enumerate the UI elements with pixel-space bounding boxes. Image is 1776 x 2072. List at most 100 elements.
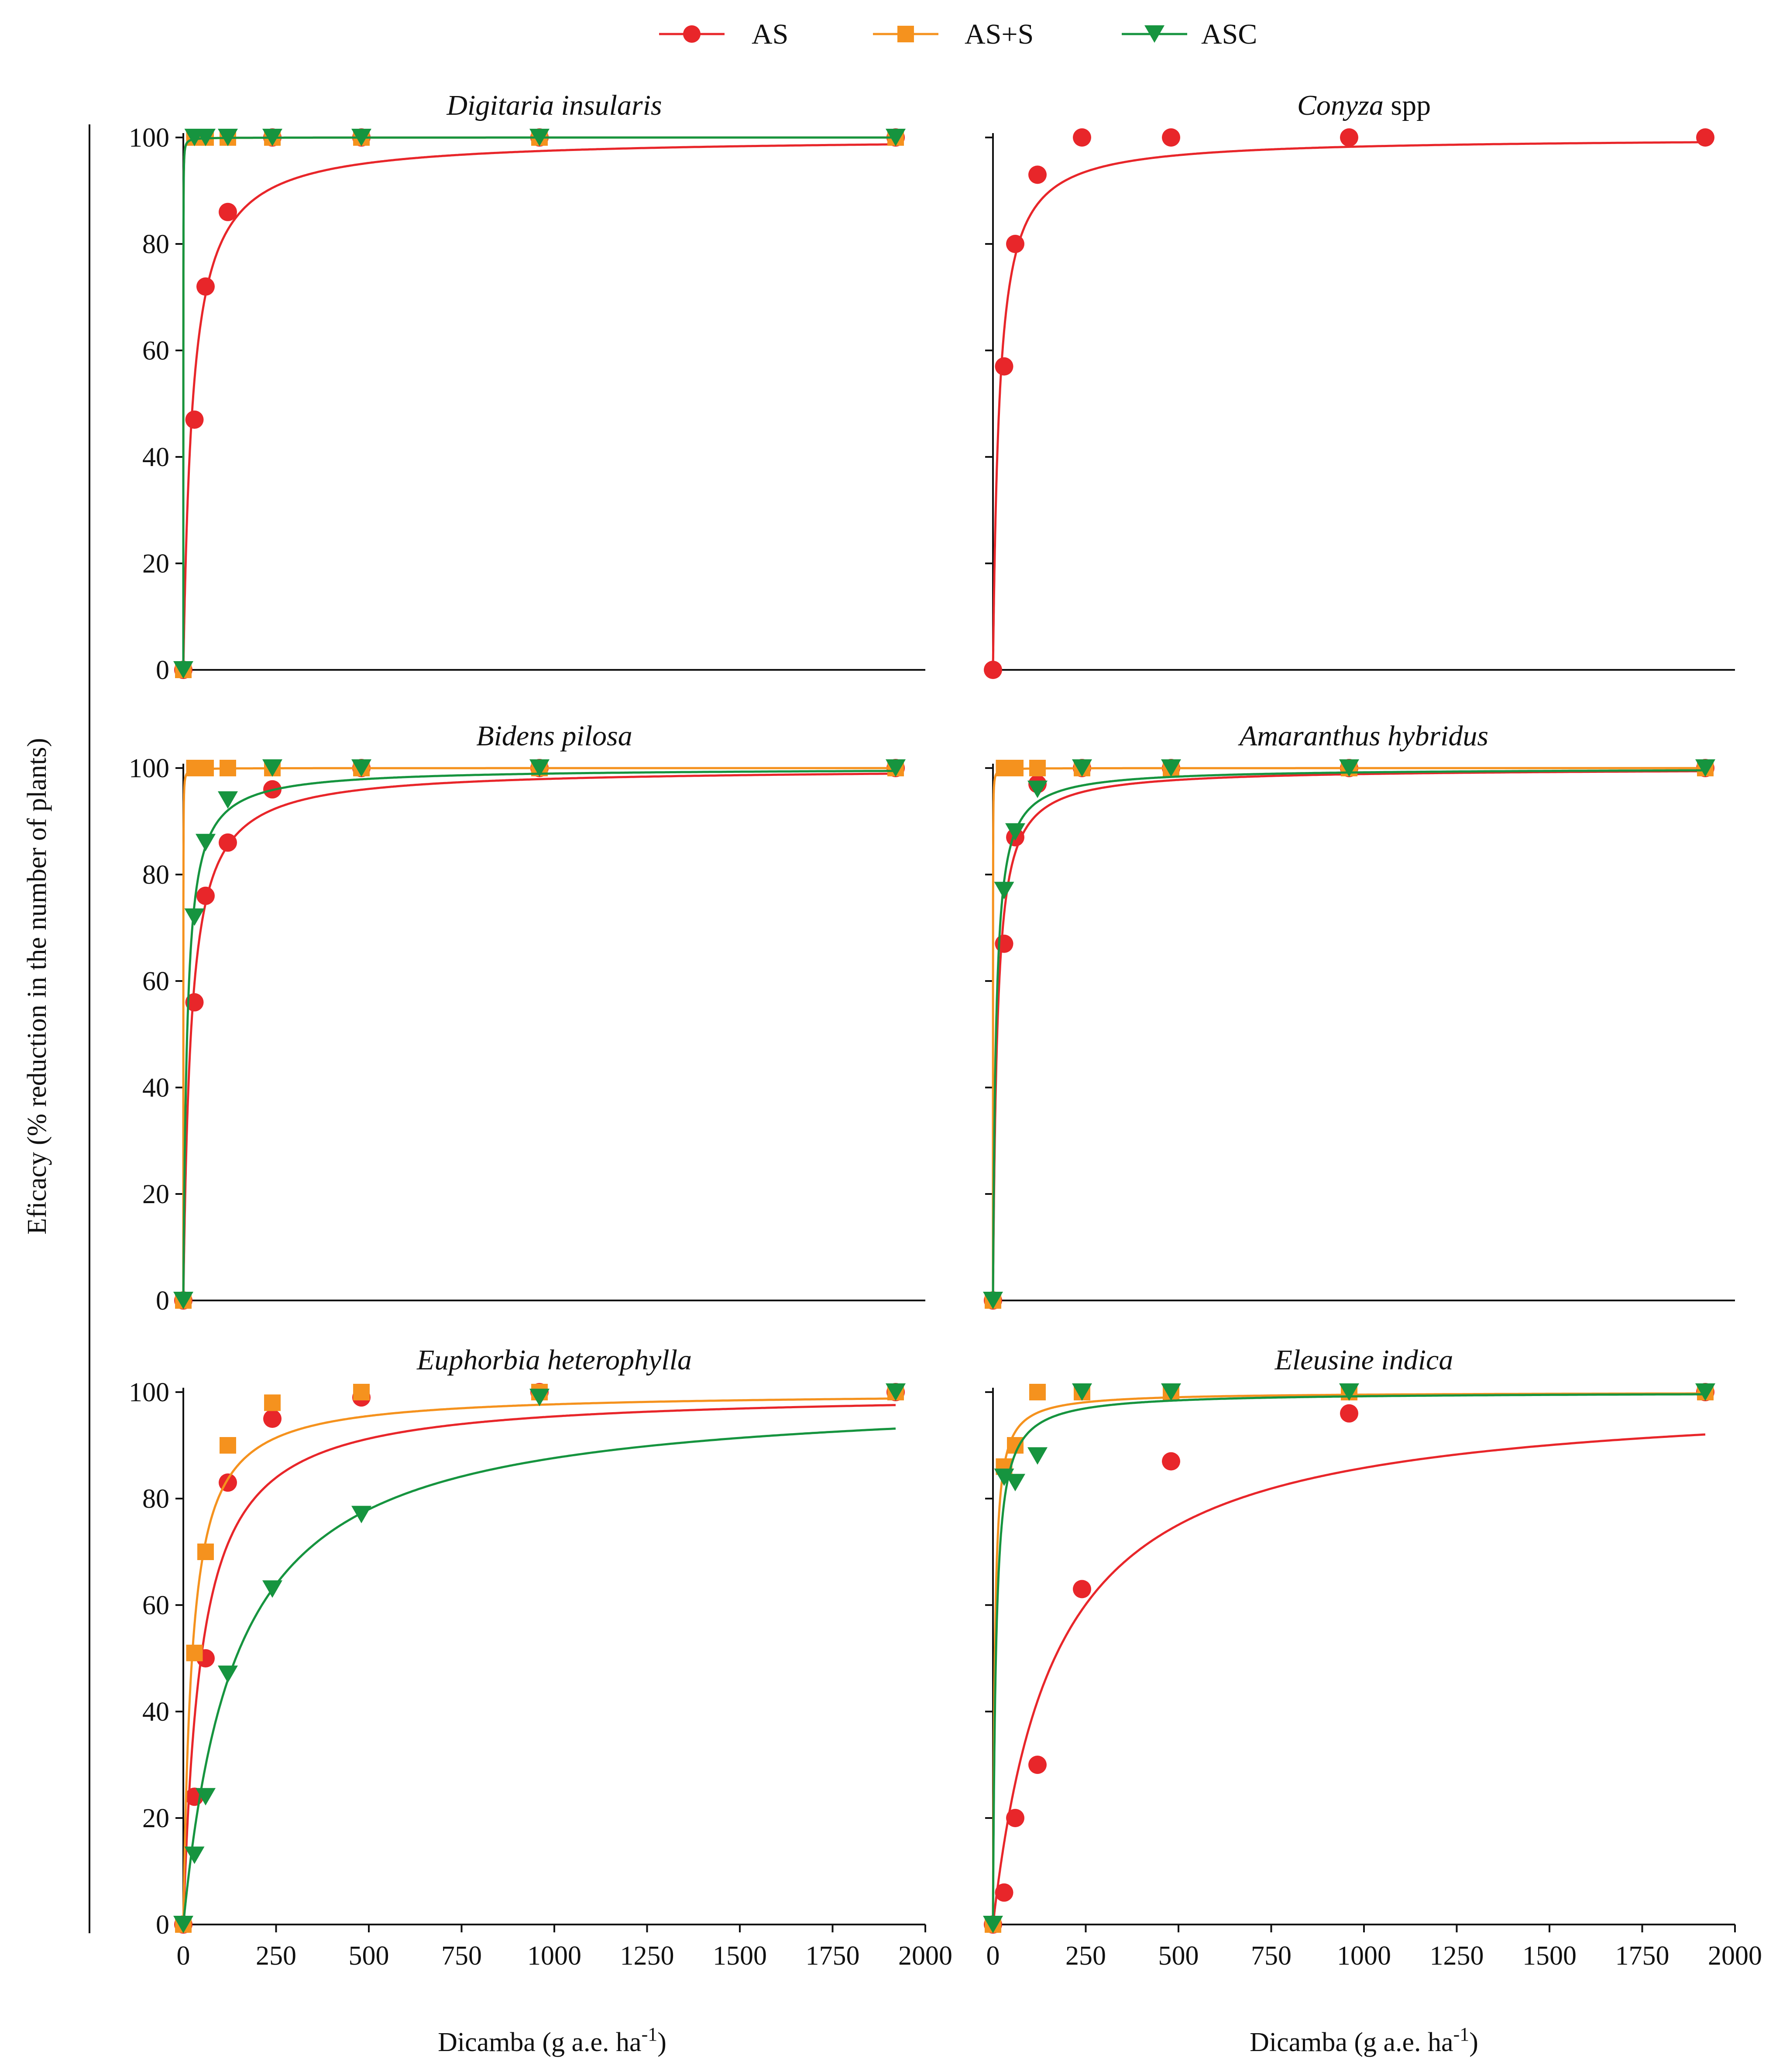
point-as-plus-s bbox=[1007, 1437, 1024, 1454]
point-as-plus-s bbox=[1029, 760, 1046, 776]
point-as bbox=[1162, 128, 1180, 147]
x-tick-label: 250 bbox=[1065, 1941, 1106, 1971]
point-asc bbox=[886, 129, 906, 146]
panel-title-suffix: spp bbox=[1384, 89, 1431, 121]
point-as bbox=[1340, 1404, 1358, 1423]
point-asc bbox=[983, 1916, 1003, 1933]
fit-curve-asc bbox=[992, 1393, 1705, 1924]
legend-marker-asc bbox=[1144, 25, 1165, 43]
y-tick-label: 100 bbox=[129, 123, 169, 153]
point-asc bbox=[529, 1389, 550, 1406]
point-as bbox=[1162, 1452, 1180, 1471]
panel-title-species: Eleusine indica bbox=[1274, 1344, 1453, 1376]
panel-bidens-pilosa: Bidens pilosa 0 20 40 60 80 100 bbox=[129, 720, 925, 1316]
legend-marker-as bbox=[683, 25, 701, 43]
y-tick-label: 80 bbox=[142, 230, 169, 259]
panel-conyza-spp: Conyza spp bbox=[984, 89, 1735, 679]
x-tick-label: 0 bbox=[986, 1941, 1000, 1971]
point-asc bbox=[218, 791, 238, 809]
point-asc bbox=[184, 908, 205, 926]
point-asc bbox=[1161, 1383, 1181, 1401]
panel-title: Bidens pilosa bbox=[476, 720, 632, 752]
x-tick-label: 750 bbox=[1251, 1941, 1292, 1971]
y-tick-label: 80 bbox=[142, 1484, 169, 1514]
point-as bbox=[1028, 1756, 1047, 1774]
legend-item-as-s: AS+S bbox=[873, 18, 1034, 50]
series-asc bbox=[173, 129, 906, 679]
point-asc bbox=[529, 759, 550, 777]
y-tick-label: 0 bbox=[156, 655, 169, 685]
point-asc bbox=[196, 129, 216, 146]
point-asc bbox=[1339, 759, 1359, 777]
legend: AS AS+S ASC bbox=[659, 18, 1257, 50]
legend-label-asc: ASC bbox=[1201, 18, 1257, 50]
figure-y-axis-label: Eficacy (% reduction in the number of pl… bbox=[22, 738, 52, 1235]
point-asc bbox=[1005, 1474, 1025, 1492]
x-tick-label: 2000 bbox=[1708, 1941, 1762, 1971]
y-tick-label: 20 bbox=[142, 1180, 169, 1209]
y-tick-label: 40 bbox=[142, 443, 169, 472]
point-as bbox=[263, 1410, 282, 1428]
point-as bbox=[219, 833, 237, 852]
fit-curve-as-plus-s bbox=[182, 1397, 896, 1924]
x-tick-label: 2000 bbox=[898, 1941, 952, 1971]
y-tick-label: 60 bbox=[142, 1591, 169, 1620]
point-asc bbox=[994, 1468, 1014, 1486]
x-tick-label: 1500 bbox=[1522, 1941, 1577, 1971]
point-asc bbox=[1339, 1383, 1359, 1401]
point-asc bbox=[1072, 759, 1092, 777]
panel-title-species: Bidens pilosa bbox=[476, 720, 632, 752]
x-tick-label: 1500 bbox=[713, 1941, 767, 1971]
point-as bbox=[995, 1883, 1013, 1902]
point-asc bbox=[1027, 780, 1048, 798]
x-tick-label: 1250 bbox=[1430, 1941, 1484, 1971]
y-tick-label: 0 bbox=[156, 1910, 169, 1940]
point-asc bbox=[351, 759, 371, 777]
x-axis-title-left: Dicamba (g a.e. ha-1) bbox=[438, 2024, 666, 2057]
fit-curve-as-plus-s bbox=[992, 1392, 1705, 1924]
y-tick-label: 100 bbox=[129, 754, 169, 783]
panel-title-species: Conyza bbox=[1297, 89, 1384, 121]
panel-title: Euphorbia heterophylla bbox=[416, 1344, 692, 1376]
point-asc bbox=[1005, 823, 1025, 841]
panel-title-species: Digitaria insularis bbox=[446, 89, 662, 121]
legend-item-asc: ASC bbox=[1122, 18, 1257, 50]
point-as-plus-s bbox=[220, 1437, 236, 1454]
point-asc bbox=[1695, 759, 1715, 777]
point-asc bbox=[196, 1788, 216, 1806]
point-as-plus-s bbox=[1007, 760, 1024, 776]
fit-curve-as bbox=[182, 1404, 896, 1924]
point-as bbox=[1028, 165, 1047, 184]
point-as-plus-s bbox=[220, 760, 236, 776]
x-tick-label: 1750 bbox=[806, 1941, 860, 1971]
point-as bbox=[1073, 128, 1091, 147]
panel-title-species: Amaranthus hybridus bbox=[1238, 720, 1488, 752]
point-as bbox=[219, 202, 237, 221]
x-tick-label: 0 bbox=[177, 1941, 190, 1971]
fit-curve-asc bbox=[992, 769, 1706, 1300]
x-axis-title-right: Dicamba (g a.e. ha-1) bbox=[1250, 2024, 1478, 2057]
x-tick-label: 1000 bbox=[527, 1941, 581, 1971]
panel-amaranthus-hybridus: Amaranthus hybridus bbox=[983, 720, 1735, 1310]
point-asc bbox=[218, 129, 238, 146]
panel-title: Conyza spp bbox=[1297, 89, 1431, 121]
y-tick-label: 40 bbox=[142, 1073, 169, 1103]
point-asc bbox=[173, 1292, 193, 1309]
point-asc bbox=[351, 1506, 371, 1523]
x-tick-label: 500 bbox=[1158, 1941, 1199, 1971]
x-tick-label: 250 bbox=[256, 1941, 296, 1971]
point-as-plus-s bbox=[1029, 1384, 1046, 1400]
panel-eleusine-indica: Eleusine indica 0 250 500 750 1000 1250 1500 175… bbox=[983, 1344, 1762, 1971]
fit-curve-as bbox=[182, 772, 896, 1300]
point-asc bbox=[262, 129, 282, 146]
point-asc bbox=[351, 129, 371, 146]
y-tick-label: 20 bbox=[142, 549, 169, 579]
fit-curve-as bbox=[992, 1433, 1706, 1925]
fit-curve-as bbox=[182, 143, 896, 670]
legend-marker-as-s bbox=[897, 26, 914, 42]
y-tick-label: 20 bbox=[142, 1804, 169, 1833]
y-tick-label: 60 bbox=[142, 336, 169, 366]
